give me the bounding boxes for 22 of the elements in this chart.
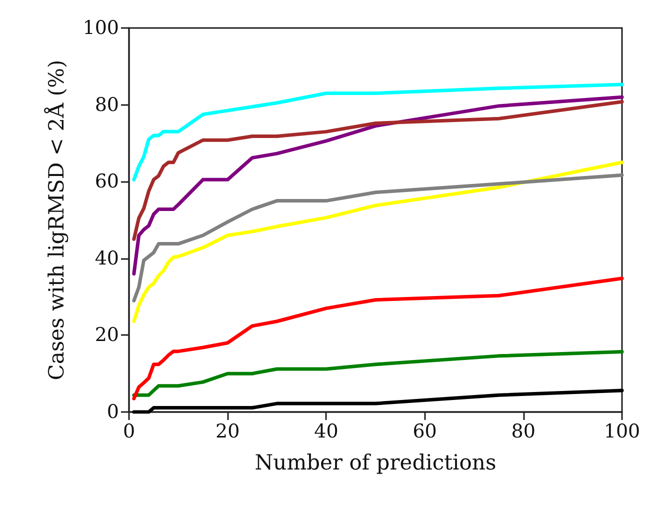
y-axis-title: Cases with ligRMSD < 2Å (%) <box>44 60 68 380</box>
line-series <box>132 276 624 400</box>
line-series <box>132 100 624 241</box>
x-tick-label: 0 <box>122 420 136 442</box>
y-tick-label: 80 <box>94 94 119 116</box>
x-axis-title: Number of predictions <box>254 450 496 474</box>
x-tick-label: 60 <box>412 420 437 442</box>
y-tick-label: 100 <box>82 17 119 39</box>
line-series <box>132 388 624 414</box>
x-tick-label: 40 <box>314 420 338 442</box>
y-tick-label: 60 <box>94 170 119 193</box>
line-series <box>132 95 624 276</box>
y-tick-label: 0 <box>106 401 119 423</box>
x-tick-label: 80 <box>511 420 536 442</box>
line-series <box>132 173 624 302</box>
line-series <box>132 160 624 324</box>
line-series <box>132 82 624 182</box>
line-series <box>132 350 624 397</box>
y-tick-label: 20 <box>94 324 119 346</box>
y-tick-label: 40 <box>94 247 119 270</box>
x-tick-label: 100 <box>604 420 640 442</box>
x-tick-label: 20 <box>216 420 240 442</box>
